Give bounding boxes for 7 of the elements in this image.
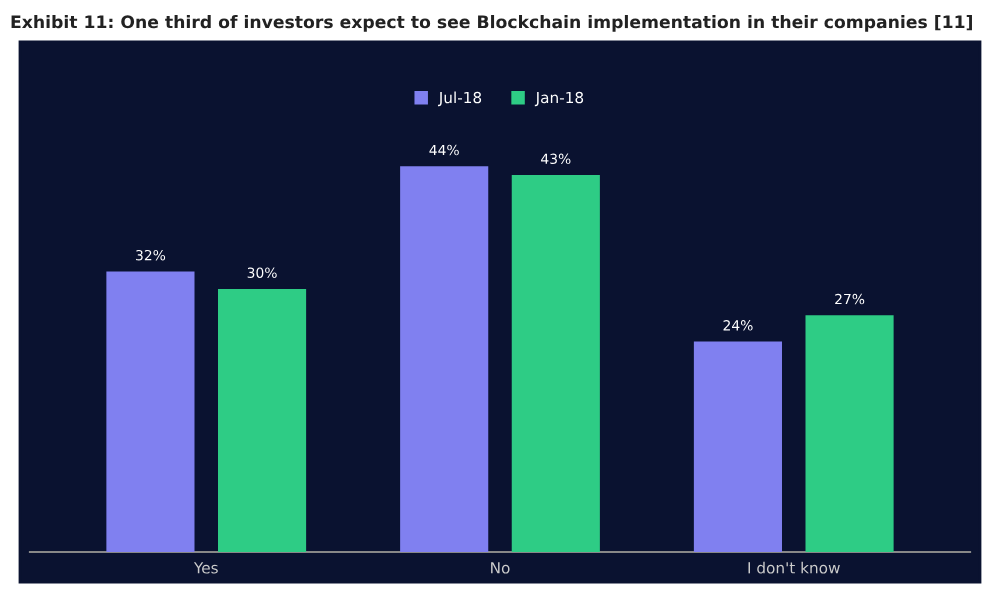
bar <box>511 175 600 552</box>
bar <box>805 315 894 552</box>
chart-title: Exhibit 11: One third of investors expect to see Blockchain implementation in their companies [11] <box>11 15 972 32</box>
bar <box>218 289 307 552</box>
bar <box>106 271 195 552</box>
bar <box>400 166 489 552</box>
bar <box>693 341 782 552</box>
